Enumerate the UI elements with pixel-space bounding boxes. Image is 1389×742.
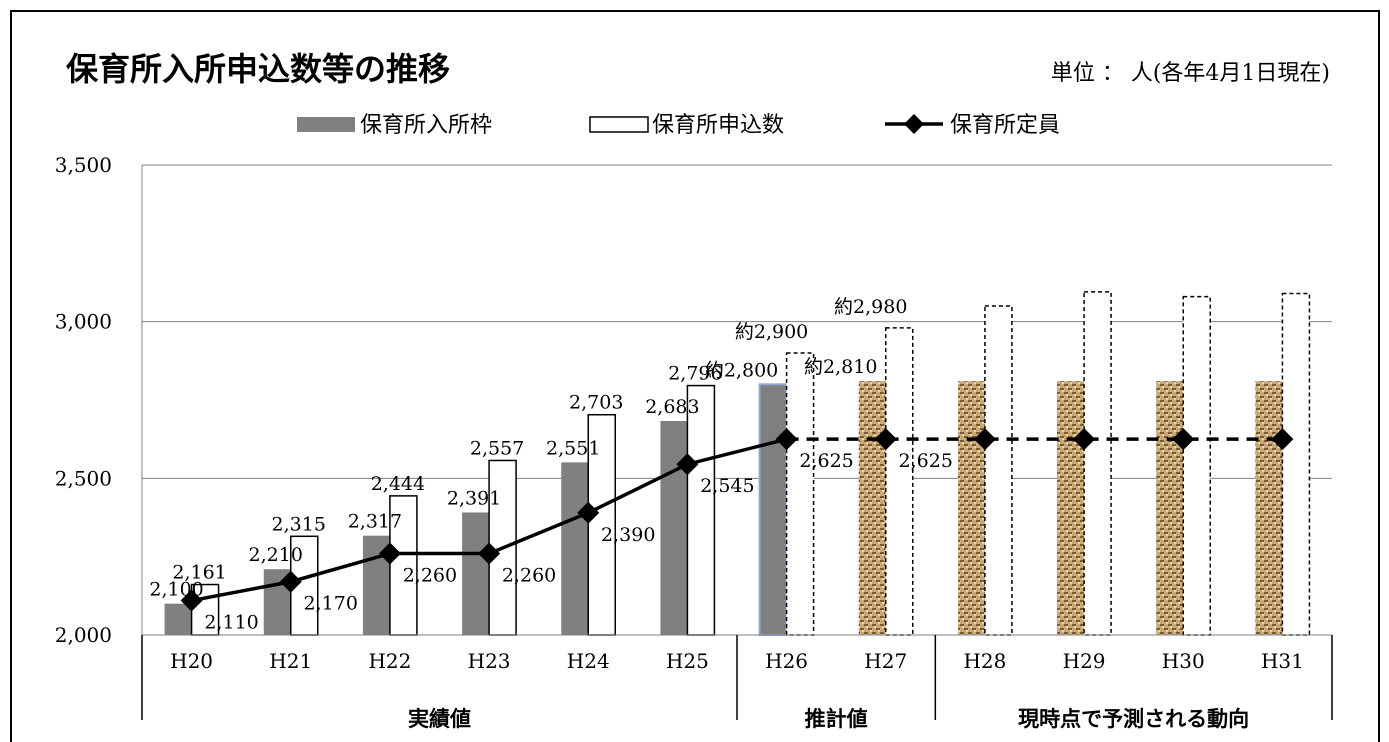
group-label: 現時点で予測される動向 (1018, 707, 1249, 731)
data-label-capacity: 2,625 (899, 450, 953, 472)
data-label-capacity: 2,260 (502, 565, 556, 587)
x-tick-label-H20: H20 (170, 649, 213, 673)
x-tick-label-H25: H25 (666, 649, 709, 673)
bar-enrollment-cap-H23 (462, 512, 490, 635)
data-label-capacity: 2,625 (799, 450, 853, 472)
data-label-enrollment-cap: 2,391 (447, 487, 501, 509)
data-label-applications: 2,796 (668, 363, 722, 385)
x-tick-label-H26: H26 (765, 649, 808, 673)
bar-enrollment-cap-H25 (660, 420, 688, 635)
y-tick-label: 3,500 (55, 153, 112, 177)
data-label-enrollment-cap: 約2,810 (804, 356, 877, 378)
bar-enrollment-cap-H26 (758, 383, 788, 637)
marker-capacity-H23 (478, 542, 501, 565)
marker-capacity-H27 (874, 428, 897, 451)
bar-applications-H28 (984, 305, 1013, 636)
data-label-applications: 2,315 (272, 513, 326, 535)
x-tick-label-H21: H21 (269, 649, 312, 673)
data-label-enrollment-cap: 2,210 (249, 544, 303, 566)
bar-enrollment-cap-H20 (164, 603, 192, 635)
bar-applications-H25 (686, 384, 716, 636)
x-tick-label-H27: H27 (864, 649, 907, 673)
bar-layer (164, 291, 1311, 637)
data-label-enrollment-cap: 2,551 (546, 437, 600, 459)
unit-note: 単位 ： 人(各年4月1日現在) (1051, 61, 1330, 86)
bar-enrollment-cap-H27 (858, 381, 886, 635)
x-tick-label-H28: H28 (963, 649, 1006, 673)
x-tick-label-H23: H23 (468, 649, 511, 673)
data-label-applications: 2,444 (371, 473, 425, 495)
marker-capacity-H22 (378, 542, 401, 565)
axis-layer: 2,000 2,500 3,000 3,500 H20 H21 H22 H23 H24 H25 H2… (55, 153, 1333, 731)
data-label-applications: 約2,980 (834, 296, 907, 318)
x-tick-label-H22: H22 (368, 649, 411, 673)
bar-enrollment-cap-H24 (561, 462, 589, 635)
bar-enrollment-cap-H29 (1057, 381, 1085, 635)
marker-capacity-H25 (676, 453, 699, 476)
legend-swatch-applications (589, 116, 649, 133)
legend: 保育所入所枠 保育所申込数 保育所定員 (297, 113, 1060, 138)
data-label-capacity: 2,390 (601, 524, 655, 546)
data-label-capacity: 2,170 (304, 593, 358, 615)
x-tick-label-H31: H31 (1261, 649, 1304, 673)
data-label-applications: 約2,900 (735, 321, 808, 343)
x-tick-label-H30: H30 (1162, 649, 1205, 673)
marker-capacity-H31 (1271, 428, 1294, 451)
marker-capacity-H21 (279, 570, 302, 593)
data-label-enrollment-cap: 2,317 (348, 511, 402, 533)
y-tick-label: 2,500 (55, 466, 112, 490)
data-label-enrollment-cap: 2,683 (645, 396, 699, 418)
marker-capacity-H30 (1172, 428, 1195, 451)
data-label-enrollment-cap: 2,100 (149, 579, 203, 601)
x-tick-label-H24: H24 (567, 649, 610, 673)
x-tick-label-H29: H29 (1063, 649, 1106, 673)
data-label-capacity: 2,260 (403, 565, 457, 587)
bar-applications-H27 (885, 327, 914, 636)
bar-enrollment-cap-H30 (1156, 381, 1184, 635)
marker-capacity-H20 (180, 589, 203, 612)
legend-swatch-enrollment-cap (297, 117, 355, 132)
bar-applications-H29 (1083, 291, 1112, 636)
group-label: 推計値 (805, 707, 868, 731)
data-label-applications: 2,703 (569, 392, 623, 414)
data-label-capacity: 2,110 (204, 612, 258, 634)
marker-capacity-H28 (973, 428, 996, 451)
data-label-applications: 2,161 (172, 562, 226, 584)
legend-marker-capacity (904, 114, 924, 134)
bar-applications-H26 (785, 352, 815, 636)
bar-applications-H31 (1281, 292, 1311, 636)
bar-enrollment-cap-H31 (1255, 381, 1283, 635)
group-label: 実績値 (408, 707, 471, 731)
bar-applications-H30 (1182, 295, 1211, 636)
data-label-applications: 2,557 (470, 437, 524, 459)
marker-capacity-H29 (1073, 428, 1096, 451)
legend-label-capacity: 保育所定員 (950, 113, 1060, 138)
marker-capacity-H24 (577, 501, 600, 524)
data-label-capacity: 2,545 (700, 475, 754, 497)
legend-label-applications: 保育所申込数 (652, 113, 784, 138)
marker-capacity-H26 (775, 428, 798, 451)
y-tick-label: 2,000 (55, 623, 112, 647)
y-tick-label: 3,000 (55, 310, 112, 334)
legend-label-enrollment-cap: 保育所入所枠 (360, 113, 492, 138)
grid-layer (142, 164, 1332, 636)
chart-title: 保育所入所申込数等の推移 (66, 50, 450, 88)
data-label-enrollment-cap: 約2,800 (705, 359, 778, 381)
bar-enrollment-cap-H28 (957, 381, 985, 635)
chart-frame (10, 10, 1380, 742)
line-layer (180, 428, 1294, 612)
